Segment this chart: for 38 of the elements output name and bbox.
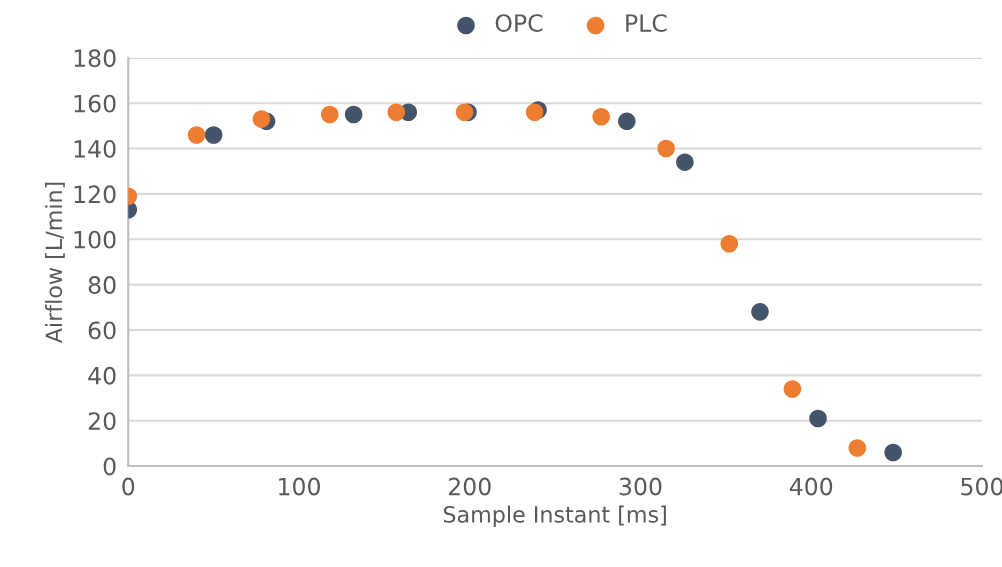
point <box>592 108 610 126</box>
y-tick-label: 80 <box>88 276 116 294</box>
point <box>783 380 802 398</box>
y-tick-label: 40 <box>88 366 116 385</box>
x-tick-label: 0 <box>122 477 135 496</box>
y-tick-label: 160 <box>74 94 116 113</box>
point <box>455 103 474 122</box>
point <box>657 139 675 158</box>
y-tick-label: 100 <box>74 230 116 249</box>
y-tick-label: 180 <box>74 49 116 68</box>
point <box>525 103 544 122</box>
y-tick-label: 120 <box>74 185 116 204</box>
x-tick-label: 400 <box>789 477 833 496</box>
x-tick-label: 100 <box>279 477 320 496</box>
y-tick-label: 60 <box>88 321 116 340</box>
point <box>848 439 867 457</box>
x-tick-label: 500 <box>961 477 1002 496</box>
legend-label: PLC <box>626 14 667 33</box>
point <box>676 153 694 171</box>
legend-label: OPC <box>495 14 543 33</box>
point <box>252 110 271 128</box>
point <box>387 103 406 122</box>
point <box>344 105 363 124</box>
point <box>809 409 827 428</box>
y-tick-label: 0 <box>103 457 116 476</box>
point <box>618 112 636 131</box>
x-tick-label: 200 <box>448 477 491 496</box>
y-tick-label: 20 <box>88 412 116 431</box>
x-tick-label: 300 <box>619 477 662 496</box>
point <box>720 235 739 253</box>
x-axis-title: Sample Instant [ms] <box>443 505 666 528</box>
point <box>320 105 339 124</box>
y-axis-title: Airflow [L/min] <box>45 182 65 344</box>
point <box>751 303 769 321</box>
y-tick-label: 140 <box>74 140 116 158</box>
point <box>204 126 223 144</box>
point <box>884 443 902 462</box>
point <box>187 126 206 144</box>
